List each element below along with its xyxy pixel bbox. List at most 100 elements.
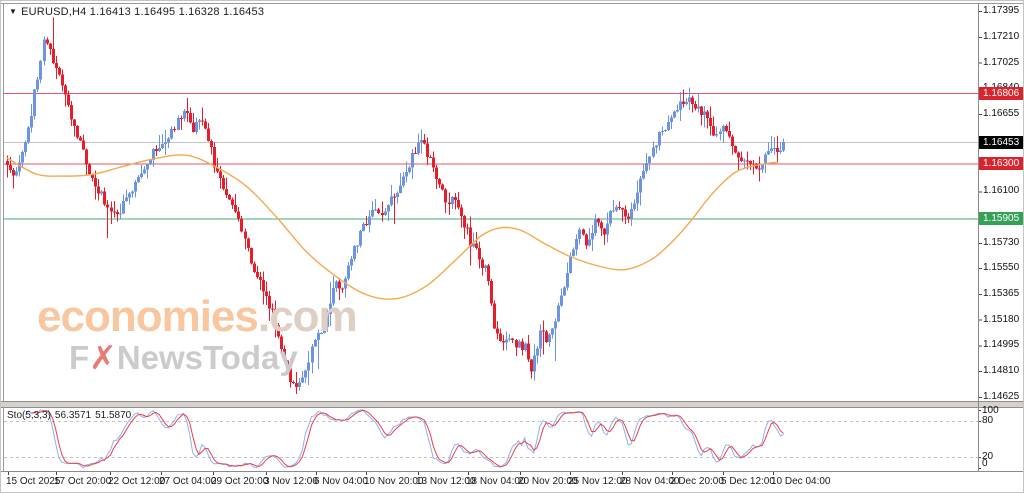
x-tick-label: 22 Oct 12:00 bbox=[108, 476, 166, 487]
candle-body bbox=[511, 338, 514, 340]
candle-body bbox=[536, 348, 539, 356]
candle-body bbox=[639, 178, 642, 193]
quote-line: ▼ EURUSD,H4 1.16413 1.16495 1.16328 1.164… bbox=[9, 6, 264, 18]
y-tick-label: 1.14625 bbox=[983, 390, 1020, 402]
candle-body bbox=[712, 126, 715, 136]
candle-body bbox=[298, 382, 301, 387]
x-tick-label: 29 Oct 20:00 bbox=[211, 476, 269, 487]
candle-body bbox=[527, 343, 530, 360]
candle-body bbox=[110, 207, 113, 212]
candle-body bbox=[201, 120, 204, 122]
candle-body bbox=[356, 245, 359, 247]
candle-body bbox=[88, 164, 91, 174]
candle-body bbox=[70, 105, 73, 120]
candle-body bbox=[289, 368, 292, 382]
candle-body bbox=[664, 130, 667, 132]
candle-body bbox=[478, 247, 481, 260]
candle-body bbox=[192, 122, 195, 133]
candle-body bbox=[207, 128, 210, 142]
x-tick-label: 10 Dec 04:00 bbox=[771, 476, 831, 487]
candle-body bbox=[597, 218, 600, 223]
price-axis[interactable] bbox=[978, 3, 1023, 471]
candle-body bbox=[240, 218, 243, 232]
candle-body bbox=[9, 164, 12, 171]
candle-body bbox=[563, 287, 566, 296]
candle-body bbox=[685, 101, 688, 104]
x-tick-label: 6 Nov 04:00 bbox=[314, 476, 368, 487]
indicator-name: Sto(5,3,3) bbox=[7, 410, 51, 421]
candle-body bbox=[46, 39, 49, 44]
stochastic-k-line bbox=[24, 409, 784, 469]
candle-body bbox=[600, 222, 603, 229]
candle-body bbox=[411, 152, 414, 168]
candle-body bbox=[82, 140, 85, 150]
candle-body bbox=[295, 382, 298, 387]
candle-body bbox=[551, 328, 554, 335]
candle-body bbox=[499, 333, 502, 341]
y-tick-label: 1.14995 bbox=[983, 339, 1020, 351]
candle-body bbox=[636, 192, 639, 204]
candle-body bbox=[761, 164, 764, 170]
candle-body bbox=[234, 204, 237, 212]
candle-body bbox=[572, 249, 575, 256]
candle-body bbox=[198, 120, 201, 122]
candle-body bbox=[505, 339, 508, 343]
candle-body bbox=[61, 74, 64, 86]
candle-body bbox=[377, 209, 380, 214]
candle-body bbox=[575, 239, 578, 250]
y-tick-label: 1.17395 bbox=[983, 5, 1020, 16]
candle-body bbox=[21, 151, 24, 163]
x-tick-label: 13 Nov 12:00 bbox=[416, 476, 476, 487]
y-tick-label: 1.15365 bbox=[983, 287, 1020, 299]
candle-body bbox=[408, 167, 411, 172]
candle-body bbox=[533, 355, 536, 372]
candle-body bbox=[365, 223, 368, 225]
stoch-scale-label: 20 bbox=[982, 451, 994, 462]
candle-body bbox=[645, 162, 648, 171]
candle-body bbox=[423, 140, 426, 144]
candle-body bbox=[15, 171, 18, 176]
candle-body bbox=[338, 281, 341, 289]
panel-separator[interactable] bbox=[1, 401, 1023, 408]
candle-body bbox=[76, 125, 79, 138]
x-tick-label: 17 Oct 20:00 bbox=[54, 476, 112, 487]
candle-body bbox=[682, 101, 685, 104]
candle-body bbox=[673, 111, 676, 118]
candle-body bbox=[457, 199, 460, 208]
price-axis-border bbox=[978, 3, 979, 472]
candle-body bbox=[466, 227, 469, 229]
candle-body bbox=[368, 216, 371, 225]
candle-body bbox=[624, 209, 627, 217]
candle-body bbox=[469, 227, 472, 247]
candle-body bbox=[283, 348, 286, 361]
time-axis[interactable] bbox=[1, 472, 1023, 492]
candle-body bbox=[755, 163, 758, 169]
candle-body bbox=[103, 191, 106, 205]
candle-body bbox=[633, 203, 636, 210]
candle-body bbox=[524, 343, 527, 350]
candle-body bbox=[85, 149, 88, 165]
candle-body bbox=[390, 196, 393, 206]
symbol-dropdown-icon[interactable]: ▼ bbox=[9, 7, 18, 16]
candle-body bbox=[603, 228, 606, 235]
candle-body bbox=[688, 97, 691, 102]
candle-body bbox=[679, 101, 682, 110]
candle-body bbox=[304, 370, 307, 378]
y-tick-label: 1.16655 bbox=[983, 108, 1020, 120]
candle-body bbox=[286, 360, 289, 369]
candle-body bbox=[274, 309, 277, 325]
candle-body bbox=[630, 209, 633, 219]
candle-body bbox=[210, 141, 213, 148]
candle-body bbox=[709, 117, 712, 127]
candle-body bbox=[393, 196, 396, 198]
y-tick-label: 1.15550 bbox=[983, 262, 1020, 274]
candle-body bbox=[594, 218, 597, 233]
candle-body bbox=[244, 231, 247, 239]
candle-body bbox=[94, 178, 97, 187]
y-tick-label: 1.16100 bbox=[983, 185, 1020, 197]
candle-body bbox=[655, 145, 658, 148]
candle-body bbox=[173, 128, 176, 130]
candle-body bbox=[740, 157, 743, 161]
stoch-scale-label: 100 bbox=[982, 405, 999, 416]
